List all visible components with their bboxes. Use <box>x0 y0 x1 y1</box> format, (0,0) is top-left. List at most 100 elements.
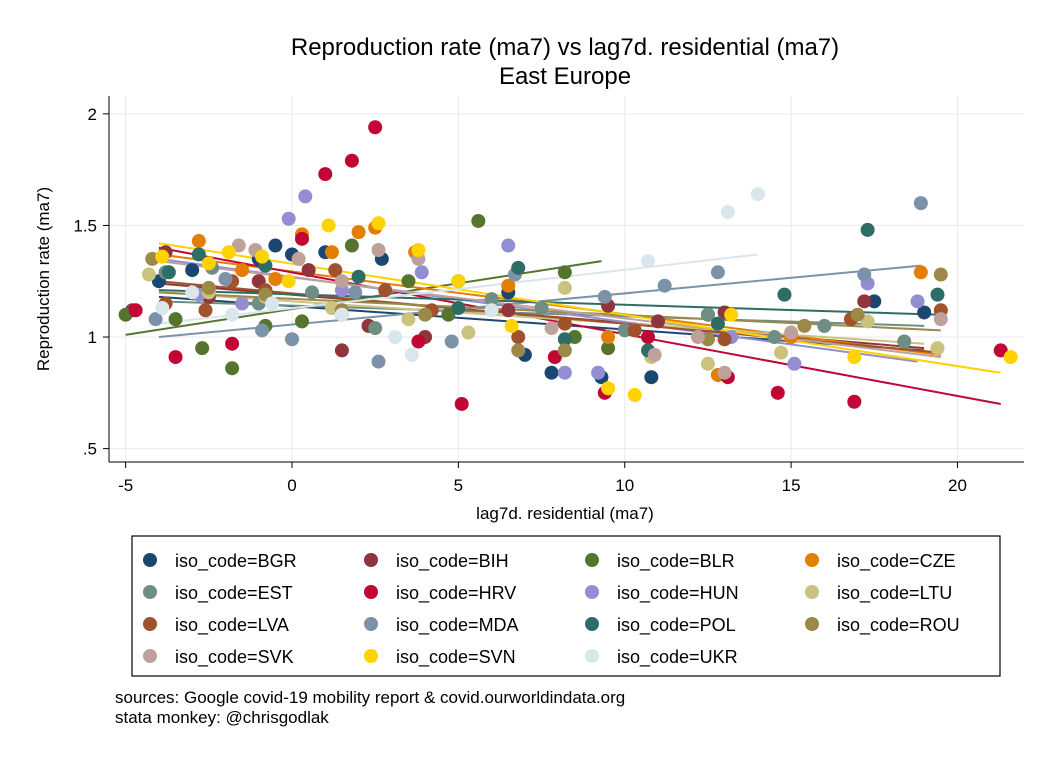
footer-notes: sources: Google covid-19 mobility report… <box>115 688 625 728</box>
data-point <box>591 365 606 380</box>
data-point <box>141 267 156 282</box>
data-point <box>168 350 183 365</box>
data-point <box>291 251 306 266</box>
data-point <box>544 321 559 336</box>
chart-title: Reproduction rate (ma7) vs lag7d. reside… <box>291 34 839 61</box>
data-point <box>557 265 572 280</box>
data-point <box>321 218 336 233</box>
data-point <box>601 341 616 356</box>
data-point <box>641 330 656 345</box>
data-point <box>161 265 176 280</box>
data-point <box>601 381 616 396</box>
data-point <box>348 285 363 300</box>
legend-marker <box>143 585 157 599</box>
data-point <box>255 323 270 338</box>
data-point <box>850 307 865 322</box>
data-point <box>557 332 572 347</box>
data-point <box>657 278 672 293</box>
y-tick-label: .5 <box>83 440 97 459</box>
data-point <box>547 350 562 365</box>
legend-marker <box>143 649 157 663</box>
data-point <box>371 216 386 231</box>
data-point <box>225 336 240 351</box>
legend-label: iso_code=LVA <box>175 615 289 636</box>
legend-label: iso_code=POL <box>617 615 736 636</box>
legend-marker <box>585 617 599 631</box>
data-point <box>225 307 240 322</box>
data-point <box>720 205 735 220</box>
legend-marker <box>585 585 599 599</box>
fit-line <box>158 253 758 325</box>
data-point <box>557 343 572 358</box>
legend-marker <box>585 649 599 663</box>
data-point <box>404 347 419 362</box>
data-point <box>294 314 309 329</box>
x-tick-label: 5 <box>454 476 463 495</box>
data-point <box>933 312 948 327</box>
data-point <box>930 341 945 356</box>
axes: -5 0 5 10 15 20 .5 1 1.5 2 <box>73 96 1024 495</box>
data-point <box>155 301 170 316</box>
data-point <box>231 238 246 253</box>
footer-credit: stata monkey: @chrisgodlak <box>115 708 329 727</box>
data-point <box>328 263 343 278</box>
data-point <box>700 307 715 322</box>
data-point <box>504 318 519 333</box>
data-point <box>784 325 799 340</box>
data-point <box>368 120 383 135</box>
data-point <box>1003 350 1018 365</box>
data-point <box>148 312 163 327</box>
data-point <box>471 213 486 228</box>
data-point <box>777 287 792 302</box>
data-point <box>627 323 642 338</box>
legend-label: iso_code=BGR <box>175 551 297 572</box>
legend-marker <box>585 553 599 567</box>
data-point <box>304 285 319 300</box>
data-point <box>281 211 296 226</box>
data-point <box>797 318 812 333</box>
legend-marker <box>364 585 378 599</box>
data-point <box>501 238 516 253</box>
data-point <box>294 231 309 246</box>
data-point <box>411 242 426 257</box>
data-point <box>597 289 612 304</box>
data-point <box>930 287 945 302</box>
data-point <box>627 388 642 403</box>
data-point <box>368 321 383 336</box>
data-point <box>371 242 386 257</box>
data-point <box>750 187 765 202</box>
data-point <box>185 285 200 300</box>
legend-label: iso_code=CZE <box>837 551 956 572</box>
legend-label: iso_code=LTU <box>837 583 952 604</box>
legend-marker <box>143 617 157 631</box>
data-point <box>388 330 403 345</box>
data-point <box>484 303 499 318</box>
legend-label: iso_code=HUN <box>617 583 739 604</box>
footer-sources: sources: Google covid-19 mobility report… <box>115 688 626 707</box>
x-tick-label: 15 <box>782 476 801 495</box>
chart-subtitle: East Europe <box>499 63 631 90</box>
legend: iso_code=BGR iso_code=BIH iso_code=BLR iso_… <box>131 535 1001 677</box>
data-point <box>281 274 296 289</box>
data-point <box>334 343 349 358</box>
data-point <box>201 280 216 295</box>
data-point <box>351 225 366 240</box>
data-point <box>451 274 466 289</box>
data-point <box>511 343 526 358</box>
data-point <box>218 272 233 286</box>
data-point <box>933 267 948 282</box>
data-point <box>993 343 1008 358</box>
data-point <box>334 274 349 289</box>
data-point <box>401 312 416 327</box>
legend-marker <box>805 553 819 567</box>
data-point <box>185 263 200 278</box>
data-point <box>414 265 429 280</box>
data-point <box>235 296 250 311</box>
x-tick-label: 10 <box>615 476 634 495</box>
y-tick-label: 1.5 <box>73 216 97 235</box>
data-point <box>774 345 789 360</box>
data-point <box>301 263 316 278</box>
data-point <box>401 274 416 289</box>
data-point <box>268 272 283 286</box>
